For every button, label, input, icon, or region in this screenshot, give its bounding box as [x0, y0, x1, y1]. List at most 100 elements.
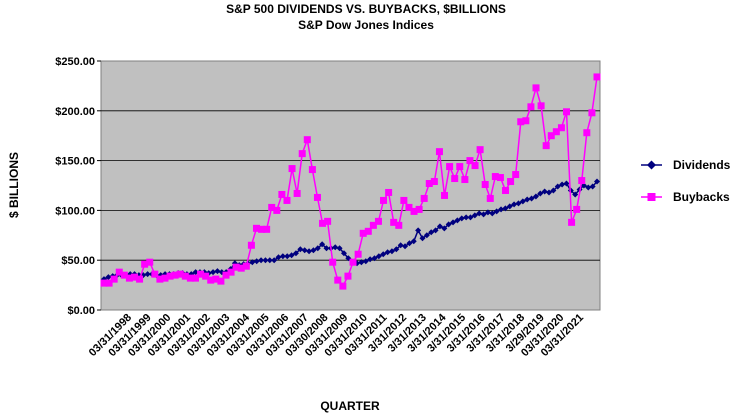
data-point [380, 196, 388, 204]
data-point [458, 215, 465, 222]
data-point [369, 221, 377, 229]
data-point [511, 201, 518, 208]
chart-subtitle: S&P Dow Jones Indices [298, 18, 434, 32]
data-point [301, 247, 308, 254]
data-point [242, 262, 250, 270]
data-point [451, 175, 459, 183]
data-point [517, 118, 525, 126]
data-point [436, 223, 443, 230]
data-point [186, 274, 194, 282]
legend-dividends-label: Dividends [673, 158, 731, 172]
data-point [466, 157, 474, 165]
data-point [202, 272, 210, 280]
data-point [476, 146, 484, 154]
y-tick-label: $50.00 [61, 255, 95, 267]
data-point [336, 245, 343, 252]
data-point [524, 196, 531, 203]
data-point [388, 248, 395, 255]
data-point [593, 73, 601, 81]
data-point [275, 254, 282, 261]
y-tick-label: $100.00 [55, 205, 95, 217]
data-point [445, 221, 452, 228]
data-point [393, 246, 400, 253]
data-point [515, 200, 522, 207]
data-point [547, 132, 555, 140]
data-point [258, 257, 265, 264]
data-point [502, 205, 509, 212]
data-point [432, 227, 439, 234]
data-point [435, 148, 443, 156]
data-point [532, 193, 539, 200]
data-point [288, 165, 296, 173]
data-point [493, 208, 500, 215]
data-point [262, 257, 269, 264]
data-point [100, 279, 108, 287]
data-point [144, 271, 151, 278]
data-point [232, 263, 240, 271]
data-point [578, 177, 586, 185]
data-point [161, 274, 169, 282]
data-point [415, 227, 422, 234]
y-tick-label: $200.00 [55, 106, 95, 118]
data-point [303, 136, 311, 144]
data-point [278, 190, 286, 198]
data-point [319, 241, 326, 248]
data-point [489, 210, 496, 217]
data-point [329, 258, 337, 266]
data-point [425, 180, 433, 188]
data-point [306, 248, 313, 255]
data-point [406, 240, 413, 247]
data-point [156, 275, 164, 283]
data-point [110, 275, 118, 283]
data-point [491, 173, 499, 181]
data-point [141, 260, 149, 268]
data-point [471, 162, 479, 170]
data-point [528, 195, 535, 202]
data-point [557, 124, 565, 132]
data-point [359, 229, 367, 237]
data-point [415, 205, 423, 213]
data-point [292, 250, 299, 257]
data-point [319, 219, 327, 227]
data-point [288, 252, 295, 259]
data-point [283, 196, 291, 204]
data-point [423, 232, 430, 239]
data-point [371, 255, 378, 262]
data-point [550, 187, 557, 194]
data-point [197, 270, 205, 278]
data-point [314, 245, 321, 252]
data-point [344, 272, 352, 280]
data-point [130, 273, 138, 281]
data-point [527, 103, 535, 111]
data-point [323, 245, 330, 252]
data-point [428, 229, 435, 236]
data-point [367, 256, 374, 263]
data-point [541, 188, 548, 195]
data-point [480, 211, 487, 218]
data-point [136, 275, 144, 283]
data-point [537, 102, 545, 110]
data-point [532, 84, 540, 92]
data-point [395, 221, 403, 229]
y-tick-label: $250.00 [55, 56, 95, 68]
data-point [481, 181, 489, 189]
data-point [191, 274, 199, 282]
data-point [461, 176, 469, 184]
data-point [374, 217, 382, 225]
data-point [467, 214, 474, 221]
data-point [463, 214, 470, 221]
data-point [441, 225, 448, 232]
data-point [222, 271, 230, 279]
data-point [498, 206, 505, 213]
data-point [390, 218, 398, 226]
chart-title: S&P 500 DIVIDENDS VS. BUYBACKS, $BILLION… [226, 2, 506, 16]
data-point [476, 210, 483, 217]
data-point [120, 271, 128, 279]
data-point [402, 243, 409, 250]
data-point [573, 205, 581, 213]
data-point [454, 217, 461, 224]
legend-buybacks-label: Buybacks [673, 190, 730, 204]
data-point [207, 276, 215, 284]
data-point [212, 275, 220, 283]
